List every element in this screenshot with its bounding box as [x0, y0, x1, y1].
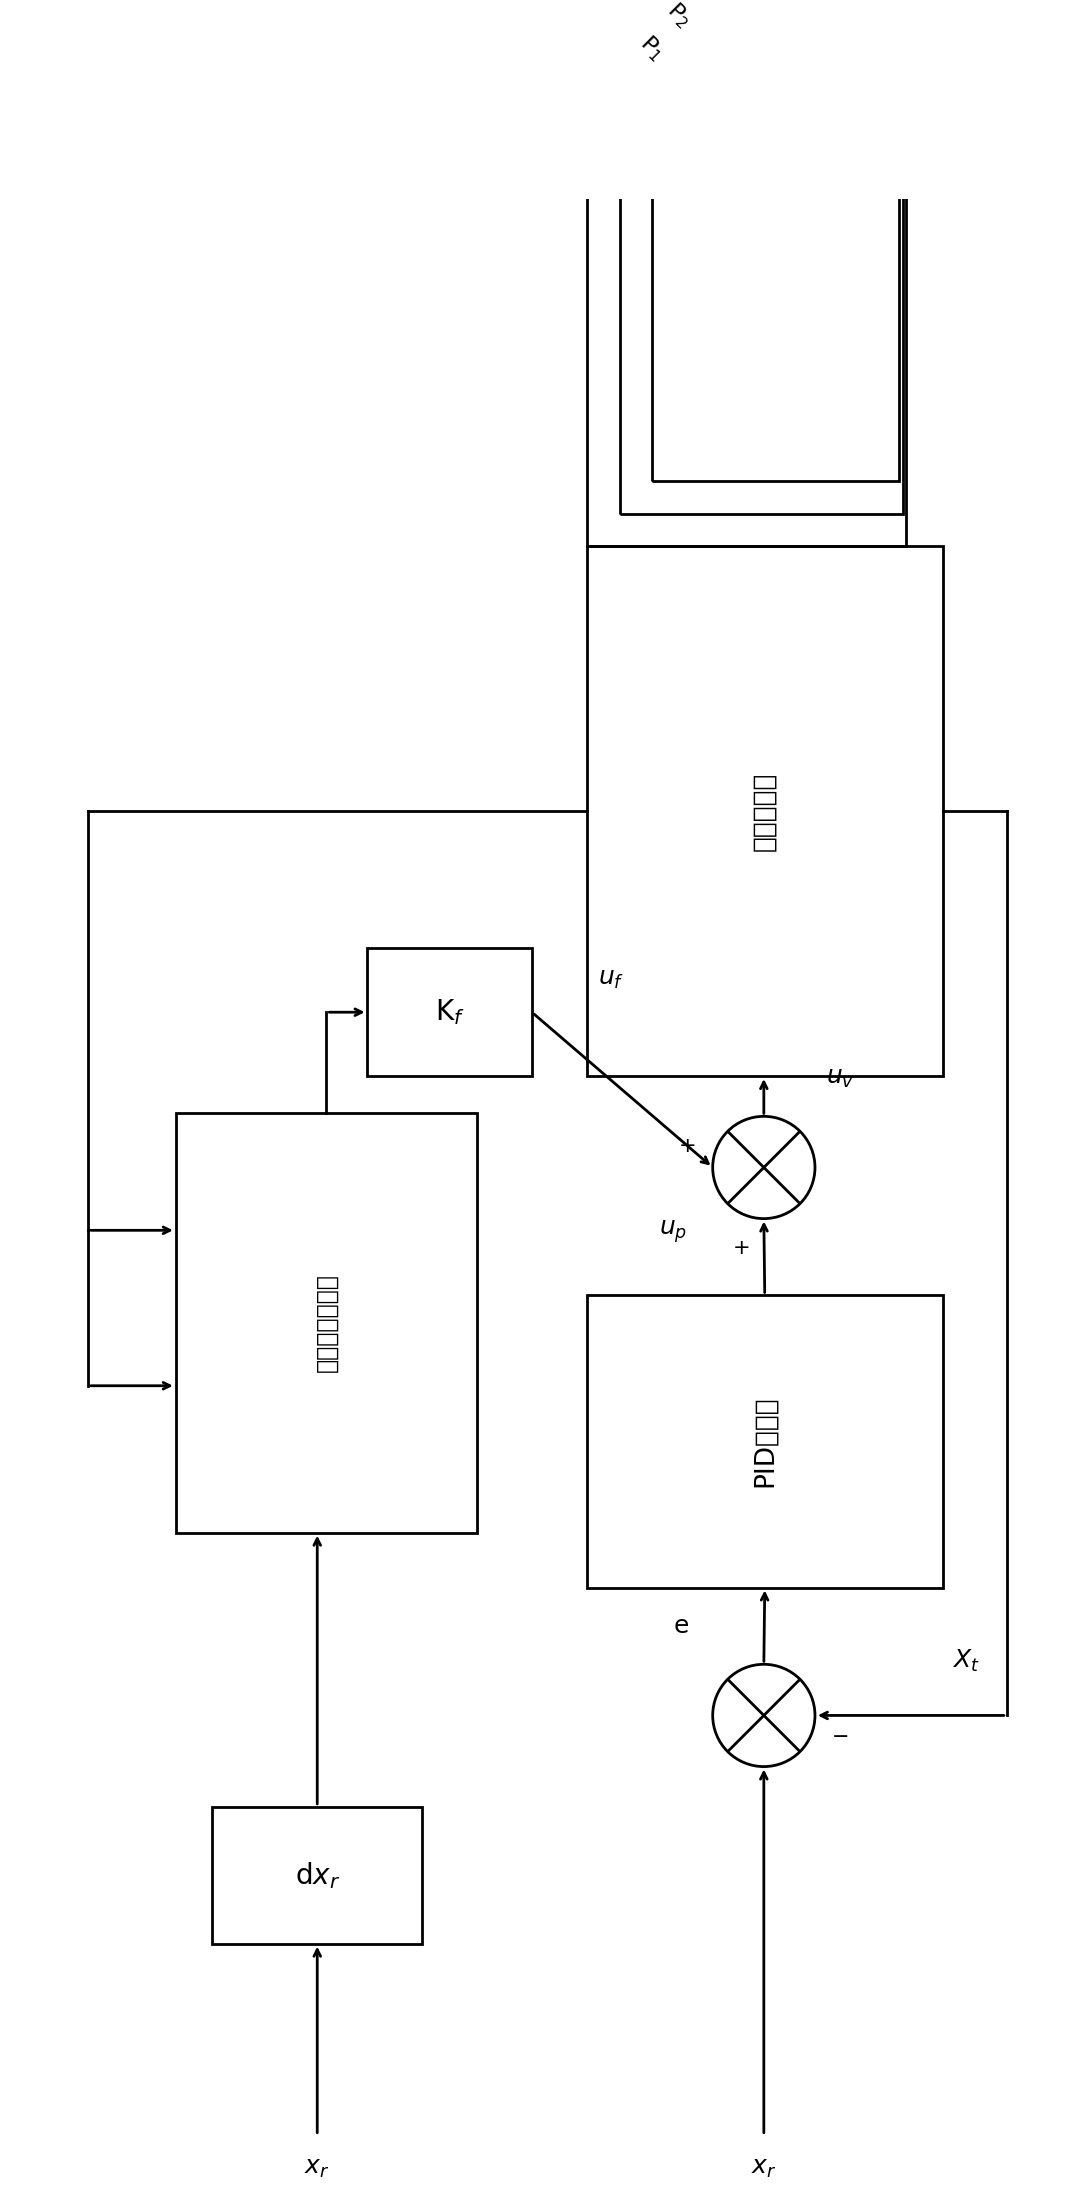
- Bar: [368, 948, 532, 1076]
- Text: $u_f$: $u_f$: [598, 968, 624, 992]
- Text: $x_r$: $x_r$: [751, 2157, 777, 2181]
- Bar: [652, 0, 899, 482]
- Text: $x_r$: $x_r$: [304, 2157, 330, 2181]
- Bar: [586, 546, 942, 1076]
- Text: e: e: [674, 1613, 689, 1638]
- Text: −: −: [832, 1728, 849, 1748]
- Bar: [620, 0, 902, 513]
- Text: $u_p$: $u_p$: [659, 1218, 687, 1244]
- Text: $X_t$: $X_t$: [952, 1646, 979, 1673]
- Bar: [175, 1112, 477, 1534]
- Text: K$_f$: K$_f$: [435, 997, 464, 1028]
- Text: 前馈补偿控制器: 前馈补偿控制器: [315, 1273, 339, 1372]
- Text: PID控制器: PID控制器: [752, 1397, 778, 1487]
- Text: d$x_r$: d$x_r$: [294, 1861, 340, 1892]
- Text: +: +: [678, 1136, 696, 1156]
- Text: 阀控缸系统: 阀控缸系统: [752, 771, 778, 851]
- Bar: [586, 1295, 942, 1587]
- Text: P$_1$: P$_1$: [635, 31, 669, 64]
- Text: $u_v$: $u_v$: [827, 1065, 855, 1090]
- Text: P$_2$: P$_2$: [662, 0, 696, 33]
- Text: +: +: [734, 1238, 751, 1257]
- Bar: [212, 1808, 422, 1945]
- Bar: [586, 18, 907, 546]
